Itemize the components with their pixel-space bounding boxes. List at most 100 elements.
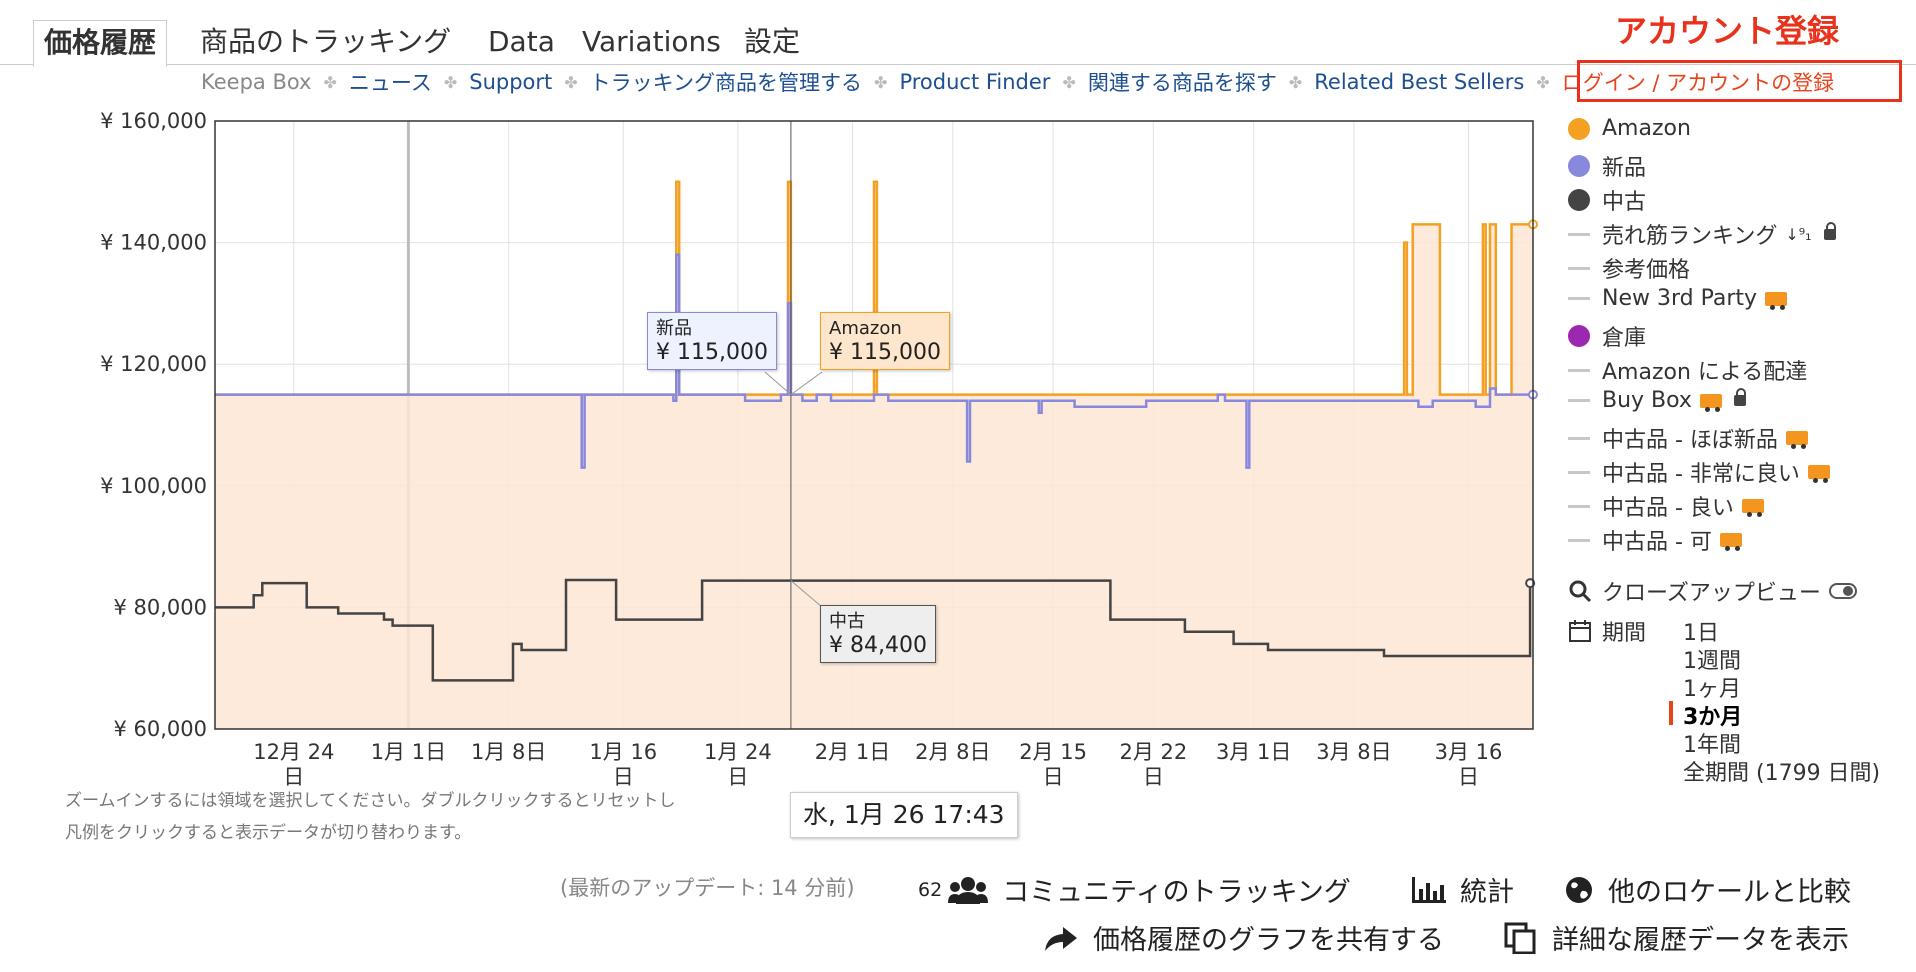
last-update: (最新のアップデート: 14 分前) bbox=[560, 876, 855, 900]
truck-icon bbox=[1785, 431, 1808, 449]
legend-item[interactable]: 中古 bbox=[1568, 184, 1646, 216]
tooltip-amazon: Amazon ¥ 115,000 bbox=[820, 312, 950, 370]
lock-icon bbox=[1733, 388, 1746, 406]
legend-label: 中古品 - 良い bbox=[1602, 496, 1734, 521]
legend-item[interactable]: 売れ筋ランキング ↓⁹₁ bbox=[1568, 218, 1836, 250]
tooltip-amazon-value: ¥ 115,000 bbox=[829, 340, 941, 365]
legend-item[interactable]: Amazon bbox=[1568, 116, 1691, 141]
legend-item[interactable]: Amazon による配達 bbox=[1568, 354, 1807, 386]
legend-label: Amazon bbox=[1602, 116, 1691, 141]
sub-navigation: Keepa Box ✤ ニュース ✤ Support ✤ トラッキング商品を管理… bbox=[195, 64, 1840, 100]
tooltip-connector-amazon bbox=[790, 371, 823, 396]
chart-fills bbox=[215, 181, 1533, 730]
subnav-keepa-box[interactable]: Keepa Box bbox=[201, 70, 312, 94]
x-tick-label: 3月 16 bbox=[1435, 740, 1503, 764]
legend-dot bbox=[1568, 155, 1590, 177]
subnav-news[interactable]: ニュース bbox=[348, 71, 432, 95]
legend-item[interactable]: 参考価格 bbox=[1568, 252, 1690, 284]
range-option[interactable]: 1ヶ月 bbox=[1683, 677, 1741, 702]
community-label: コミュニティのトラッキング bbox=[1002, 877, 1351, 908]
tab-bar-divider bbox=[0, 64, 1916, 65]
share-arrow-icon bbox=[1045, 926, 1077, 951]
y-tick-label: ¥ 80,000 bbox=[113, 595, 207, 619]
x-tick-label: 2月 22 bbox=[1119, 740, 1187, 764]
truck-icon bbox=[1699, 393, 1722, 412]
y-axis-labels: ¥ 60,000 ¥ 80,000 ¥ 100,000 ¥ 120,000 ¥ 140,… bbox=[100, 109, 207, 741]
lock-icon bbox=[1823, 221, 1836, 240]
legend-dash bbox=[1568, 297, 1590, 300]
legend-dash bbox=[1568, 232, 1590, 236]
compare-locales-link[interactable]: 他のロケールと比較 bbox=[1564, 870, 1851, 909]
price-history-chart[interactable]: ¥ 60,000 ¥ 80,000 ¥ 100,000 ¥ 120,000 ¥ 140,… bbox=[0, 0, 1916, 800]
zoom-hint: ズームインするには領域を選択してください。ダブルクリックするとリセットし bbox=[65, 791, 676, 811]
separator-icon: ✤ bbox=[443, 72, 458, 92]
toggle-icon[interactable] bbox=[1828, 582, 1857, 600]
range-option[interactable]: 1日 bbox=[1683, 621, 1719, 646]
range-option[interactable]: 1年間 bbox=[1683, 733, 1741, 758]
tab-price-history[interactable]: 価格履歴 bbox=[33, 20, 168, 67]
users-icon bbox=[948, 876, 989, 904]
subnav-find-related[interactable]: 関連する商品を探す bbox=[1087, 71, 1277, 95]
legend-dash bbox=[1568, 538, 1590, 542]
legend-item[interactable]: Buy Box bbox=[1568, 388, 1746, 413]
period-label: 期間 bbox=[1602, 621, 1647, 646]
search-icon bbox=[1569, 580, 1592, 603]
subnav-support[interactable]: Support bbox=[469, 70, 553, 94]
tooltip-used-name: 中古 bbox=[829, 611, 865, 632]
separator-icon: ✤ bbox=[564, 72, 578, 92]
legend-dash bbox=[1568, 266, 1590, 270]
legend-dash bbox=[1568, 399, 1590, 402]
series-line-2 bbox=[215, 578, 1532, 682]
tab-variations[interactable]: Variations bbox=[582, 25, 721, 58]
legend-label: 倉庫 bbox=[1602, 326, 1647, 351]
subnav-product-finder[interactable]: Product Finder bbox=[899, 70, 1051, 94]
chart-lines bbox=[215, 121, 1538, 729]
truck-icon bbox=[1741, 499, 1764, 517]
subnav-related-best-sellers[interactable]: Related Best Sellers bbox=[1314, 70, 1525, 94]
closeup-view-toggle[interactable]: クローズアップビュー bbox=[1568, 575, 1857, 607]
y-tick-label: ¥ 160,000 bbox=[100, 109, 207, 133]
legend-label: 参考価格 bbox=[1602, 258, 1691, 283]
legend-item[interactable]: 中古品 - 良い bbox=[1568, 490, 1764, 522]
range-option[interactable]: 3か月 bbox=[1683, 705, 1743, 730]
active-range-indicator bbox=[1669, 701, 1673, 725]
separator-icon: ✤ bbox=[874, 72, 888, 92]
legend-label: 中古品 - 可 bbox=[1602, 530, 1712, 555]
bar-chart-icon bbox=[1412, 876, 1446, 903]
legend-label: Amazon による配達 bbox=[1602, 360, 1808, 385]
tab-settings[interactable]: 設定 bbox=[744, 25, 801, 58]
subnav-login-register[interactable]: ログイン / アカウントの登録 bbox=[1561, 71, 1835, 95]
share-graph-link[interactable]: 価格履歴のグラフを共有する bbox=[1043, 918, 1444, 957]
legend-dash bbox=[1568, 436, 1590, 440]
tab-data[interactable]: Data bbox=[488, 25, 555, 58]
detailed-history-link[interactable]: 詳細な履歴データを表示 bbox=[1504, 918, 1849, 957]
series-end-point-2 bbox=[1525, 578, 1536, 589]
legend-item[interactable]: 新品 bbox=[1568, 150, 1646, 182]
x-tick-label: 1月 1日 bbox=[371, 740, 446, 764]
legend-item[interactable]: 中古品 - 非常に良い bbox=[1568, 456, 1830, 488]
copy-icon bbox=[1504, 922, 1536, 954]
period-heading: 期間 bbox=[1568, 615, 1646, 647]
legend-label: 中古品 - 非常に良い bbox=[1602, 462, 1800, 487]
legend-item[interactable]: 倉庫 bbox=[1568, 320, 1646, 352]
x-tick-sublabel: 日 bbox=[1043, 765, 1064, 789]
legend-hint: 凡例をクリックすると表示データが切り替わります。 bbox=[65, 823, 472, 843]
subnav-manage-tracking[interactable]: トラッキング商品を管理する bbox=[589, 71, 863, 95]
tooltip-connector-new bbox=[764, 371, 792, 395]
x-tick-label: 2月 15 bbox=[1019, 740, 1087, 764]
tab-product-tracking[interactable]: 商品のトラッキング bbox=[200, 25, 452, 58]
legend-label: Buy Box bbox=[1602, 388, 1692, 413]
legend-item[interactable]: 中古品 - ほぼ新品 bbox=[1568, 422, 1808, 454]
range-option[interactable]: 1週間 bbox=[1683, 649, 1741, 674]
x-tick-sublabel: 日 bbox=[613, 765, 634, 789]
date-tooltip: 水, 1月 26 17:43 bbox=[790, 792, 1018, 838]
community-tracking-link[interactable]: 62 コミュニティのトラッキング bbox=[918, 870, 1351, 909]
x-tick-label: 1月 8日 bbox=[471, 740, 546, 764]
legend-item[interactable]: New 3rd Party bbox=[1568, 286, 1788, 311]
y-tick-label: ¥ 140,000 bbox=[100, 231, 207, 255]
statistics-link[interactable]: 統計 bbox=[1410, 870, 1514, 909]
range-option[interactable]: 全期間 (1799 日間) bbox=[1683, 761, 1881, 786]
legend-item[interactable]: 中古品 - 可 bbox=[1568, 524, 1742, 556]
x-tick-label: 12月 24 bbox=[253, 740, 334, 764]
